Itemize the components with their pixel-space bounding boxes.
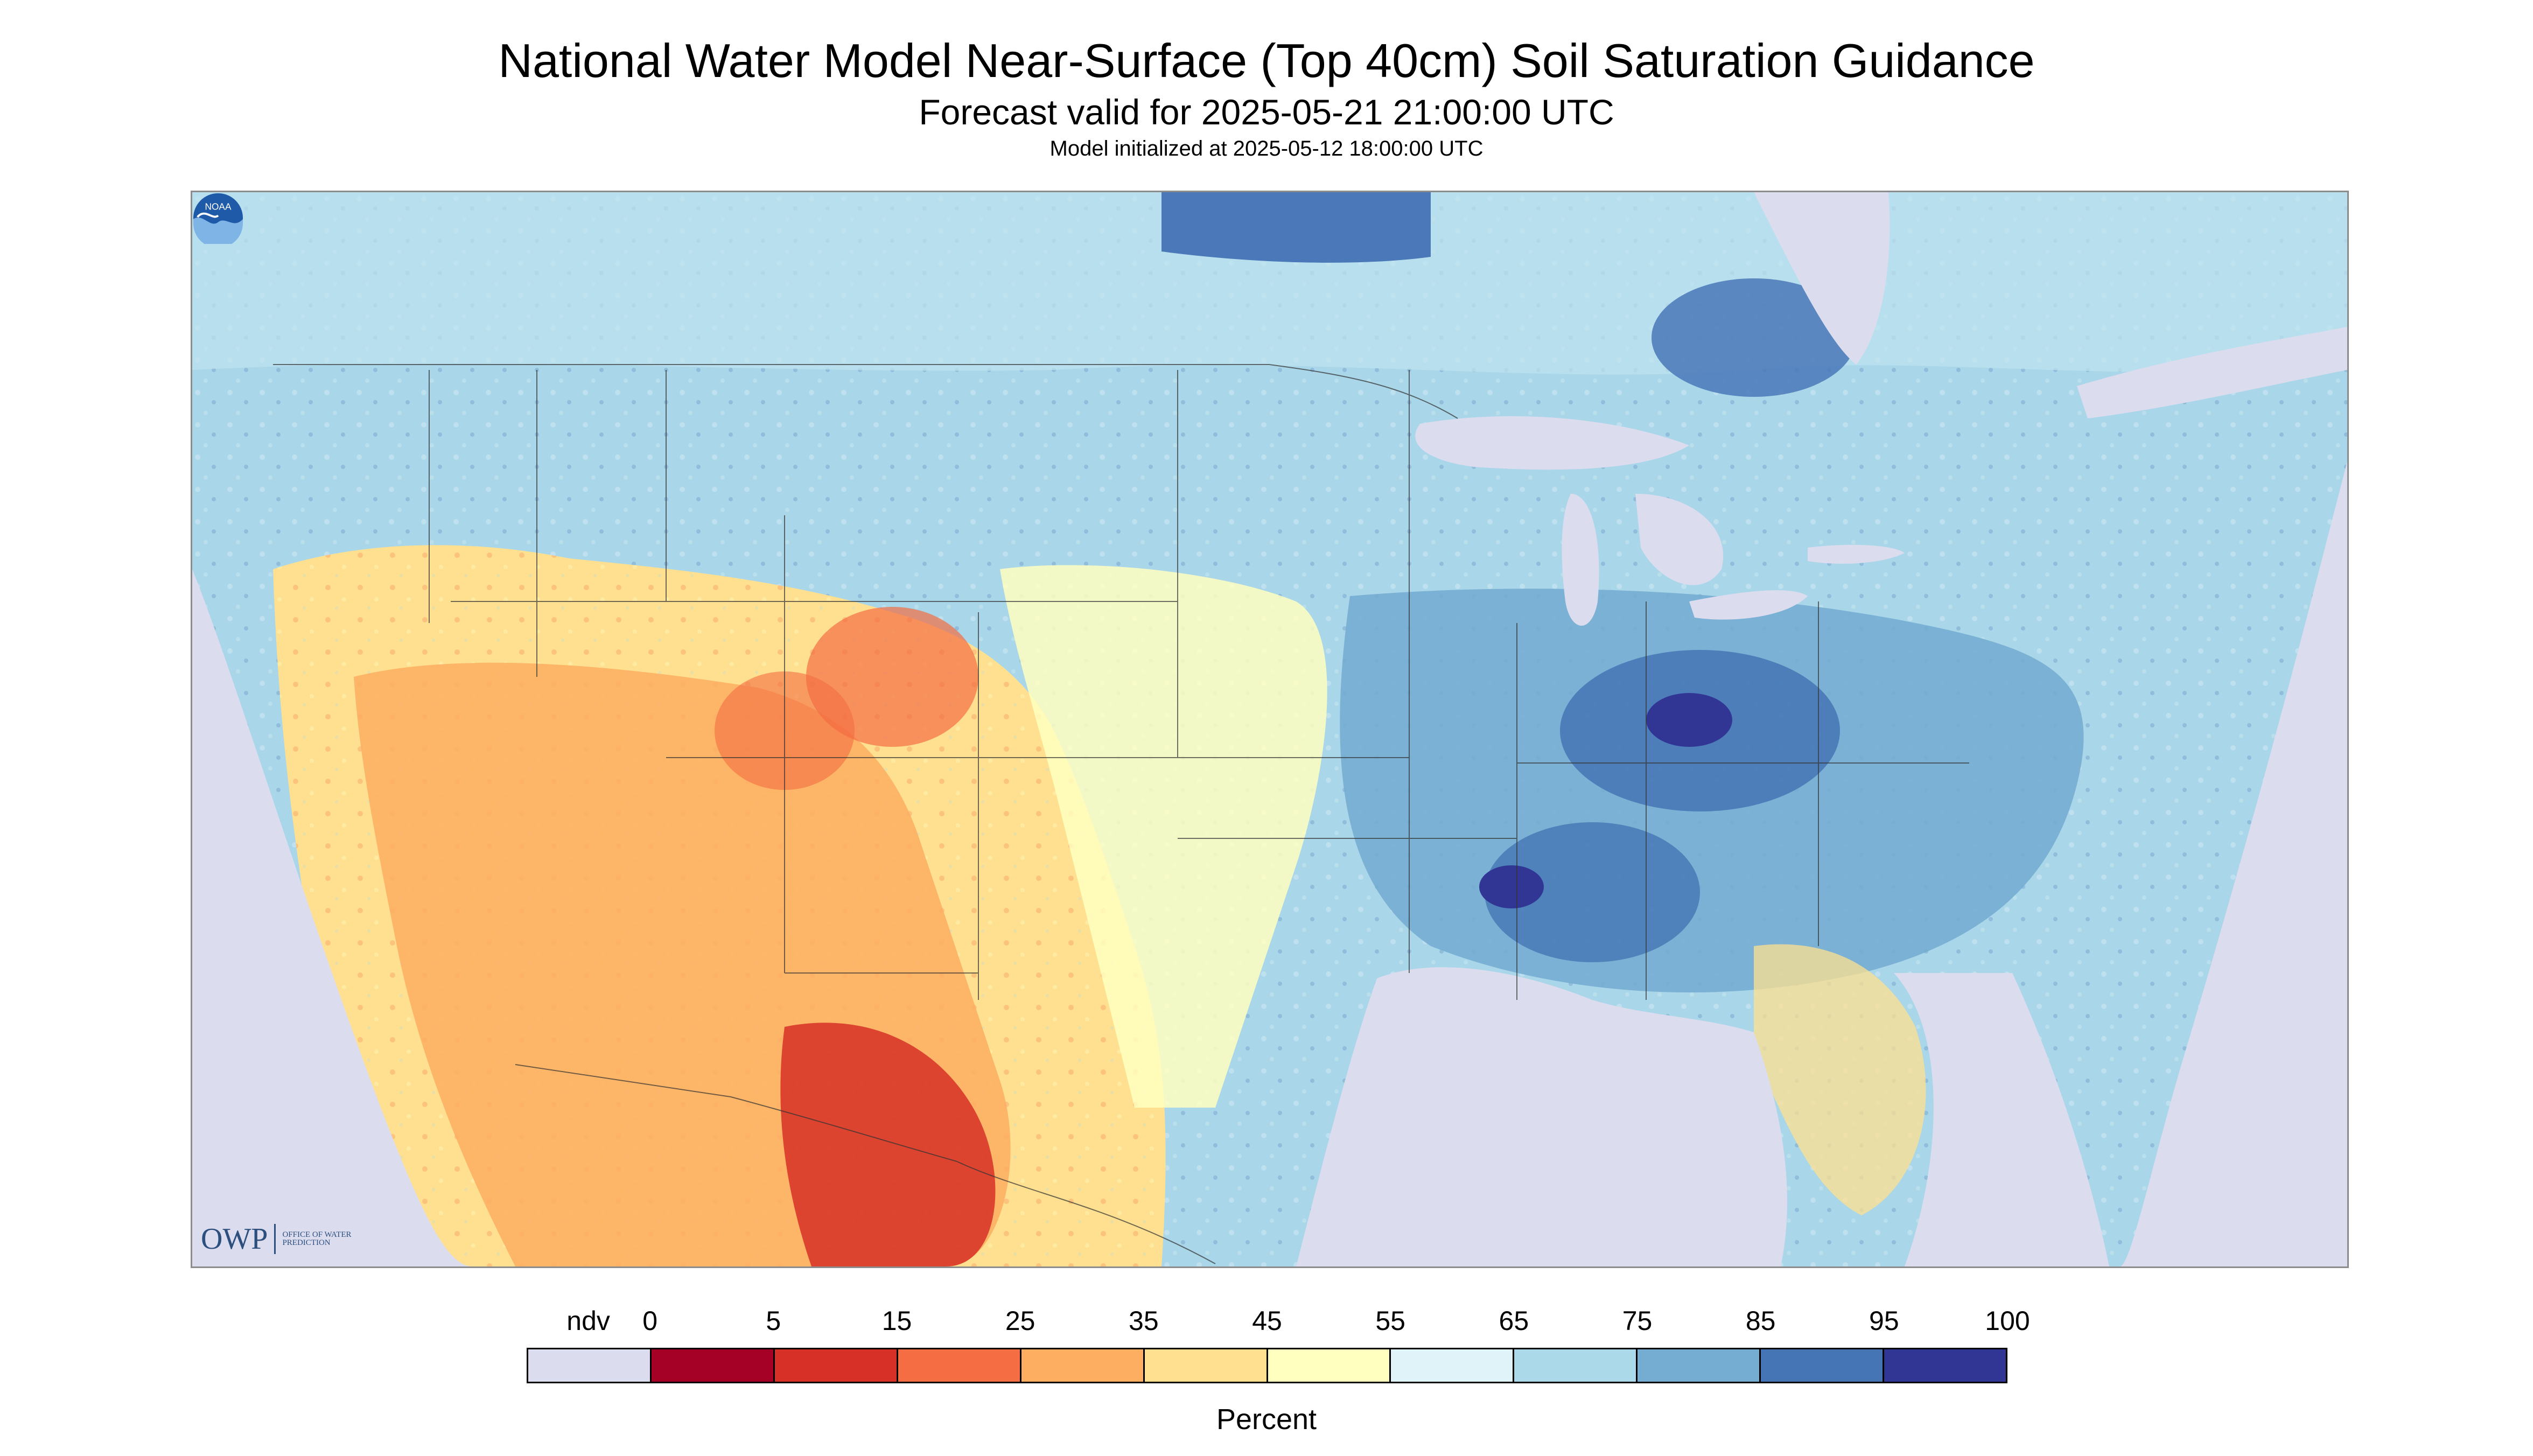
noaa-mark: NOAA (205, 201, 232, 212)
legend-tick-label: 25 (1005, 1306, 1035, 1336)
legend-tick-label: 5 (766, 1306, 781, 1336)
owp-separator (274, 1224, 276, 1254)
legend-swatch (1021, 1349, 1145, 1382)
pacific-ndv (192, 569, 472, 1266)
legend-swatch (1761, 1349, 1885, 1382)
legend-tick-label: 45 (1252, 1306, 1282, 1336)
model-initialized-line: Model initialized at 2025-05-12 18:00:00… (1049, 137, 1484, 160)
legend-swatch (1638, 1349, 1761, 1382)
owp-logo: OWP Office of Water Prediction (201, 1222, 363, 1256)
florida-dry-zone (1754, 944, 1926, 1215)
legend-tick-label: 35 (1129, 1306, 1159, 1336)
lake-ontario (1808, 544, 1905, 564)
atlantic-south-ndv (1894, 973, 2109, 1266)
legend-unit-label: Percent (1216, 1403, 1317, 1436)
legend-swatch (898, 1349, 1021, 1382)
legend-tick-label: 95 (1869, 1306, 1899, 1336)
legend-swatch (528, 1349, 652, 1382)
hudson-wet-zone (1161, 192, 1431, 263)
legend-swatch (774, 1349, 898, 1382)
saturated-spot-ky (1646, 693, 1732, 747)
legend-tick-label: 15 (881, 1306, 912, 1336)
us-canada-border (273, 364, 1458, 419)
st-lawrence (2077, 327, 2347, 418)
lake-huron (1635, 494, 1724, 585)
owp-mark: OWP (201, 1222, 268, 1256)
mexico-driest-zone (780, 1023, 996, 1266)
state-borders (429, 370, 1969, 1000)
legend-tick-label: 65 (1499, 1306, 1529, 1336)
legend-swatch (651, 1349, 775, 1382)
noaa-logo: NOAA (193, 193, 243, 244)
lake-superior (1415, 416, 1689, 470)
legend-tick-label: 100 (1985, 1306, 2030, 1336)
boundary-lines (273, 364, 1969, 1264)
legend-swatch (1884, 1349, 2006, 1382)
legend-swatch (1144, 1349, 1268, 1382)
legend-tick-label: 0 (642, 1306, 658, 1336)
james-bay (1754, 192, 1890, 365)
ontario-wet-zone (1652, 278, 1856, 397)
saturated-spot-ms (1479, 865, 1544, 908)
owp-subtitle: Office of Water Prediction (282, 1230, 352, 1247)
map-title: National Water Model Near-Surface (Top 4… (498, 34, 2035, 87)
map-canvas (192, 192, 2347, 1266)
lake-erie (1689, 590, 1808, 620)
legend-swatch (1391, 1349, 1515, 1382)
atlantic-ndv (2120, 461, 2347, 1266)
legend-tick-label: 85 (1745, 1306, 1776, 1336)
legend-tick-label: 75 (1622, 1306, 1653, 1336)
soil-saturation-map: OWP Office of Water Prediction NOAA (191, 191, 2349, 1268)
forecast-valid-line: Forecast valid for 2025-05-21 21:00:00 U… (919, 92, 1614, 132)
legend-swatch (1514, 1349, 1638, 1382)
legend-color-bar (527, 1348, 2007, 1383)
plains-moderate-zone (1000, 565, 1327, 1108)
legend-tick-label: ndv (566, 1306, 610, 1336)
color-legend: ndv 0 5 15 25 35 45 55 65 75 85 95 100 Percent (0, 1292, 2533, 1454)
gulf-of-mexico-ndv (1296, 967, 1787, 1266)
us-mexico-border (515, 1064, 1216, 1264)
legend-tick-label: 55 (1375, 1306, 1405, 1336)
lake-michigan (1562, 494, 1599, 626)
legend-swatch (1268, 1349, 1391, 1382)
